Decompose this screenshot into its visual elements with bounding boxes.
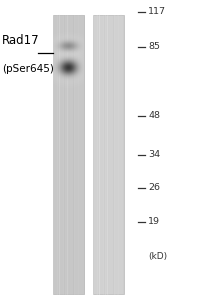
Text: (pSer645): (pSer645) [2,64,54,74]
Text: 48: 48 [148,111,160,120]
Bar [93,15,124,294]
Text: 85: 85 [148,42,160,51]
Text: 26: 26 [148,183,160,192]
Text: 117: 117 [148,8,166,16]
Text: 19: 19 [148,218,160,226]
Text: (kD): (kD) [148,252,167,261]
Bar [53,15,84,294]
Text: Rad17: Rad17 [2,34,40,47]
Text: 34: 34 [148,150,160,159]
